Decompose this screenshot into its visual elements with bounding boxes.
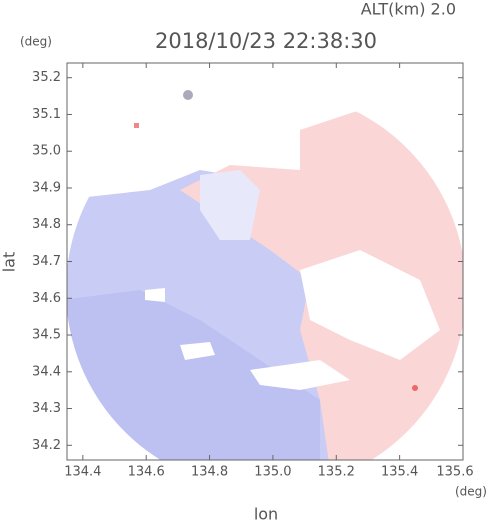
x-unit: (deg)	[455, 485, 487, 499]
y-tick-label: 34.4	[32, 364, 61, 379]
x-tick-label: 134.6	[128, 465, 165, 480]
echo-spot	[412, 385, 418, 391]
y-tick-label: 35.1	[32, 107, 61, 122]
x-tick-label: 134.8	[191, 465, 228, 480]
x-tick-label: 135.2	[318, 465, 355, 480]
y-tick-label: 35.0	[32, 144, 61, 159]
y-tick-label: 34.9	[32, 180, 61, 195]
x-tick-label: 135.0	[254, 465, 291, 480]
no-echo	[300, 250, 440, 360]
echo-spot	[134, 123, 139, 128]
no-echo	[180, 342, 215, 360]
x-tick-label: 135.6	[436, 465, 473, 480]
neutral-region	[200, 170, 260, 240]
x-tick-label: 135.4	[381, 465, 418, 480]
x-axis-label: lon	[254, 505, 278, 522]
no-echo	[230, 90, 300, 160]
echo-spot	[183, 90, 193, 100]
y-tick-label: 34.8	[32, 217, 61, 232]
y-tick-label: 34.6	[32, 291, 61, 306]
no-echo	[250, 360, 350, 390]
y-tick-label: 34.3	[32, 401, 61, 416]
x-tick-label: 134.4	[64, 465, 101, 480]
y-unit: (deg)	[20, 35, 52, 49]
chart-title: 2018/10/23 22:38:30	[155, 29, 377, 53]
no-echo	[145, 288, 165, 302]
y-tick-label: 34.2	[32, 438, 61, 453]
altitude-label: ALT(km) 2.0	[361, 0, 456, 19]
blue-region	[67, 290, 320, 460]
y-tick-label: 35.2	[32, 70, 61, 85]
y-tick-label: 34.5	[32, 328, 61, 343]
radar-field	[67, 90, 463, 460]
y-tick-label: 34.7	[32, 254, 61, 269]
y-axis-label: lat	[0, 252, 19, 273]
